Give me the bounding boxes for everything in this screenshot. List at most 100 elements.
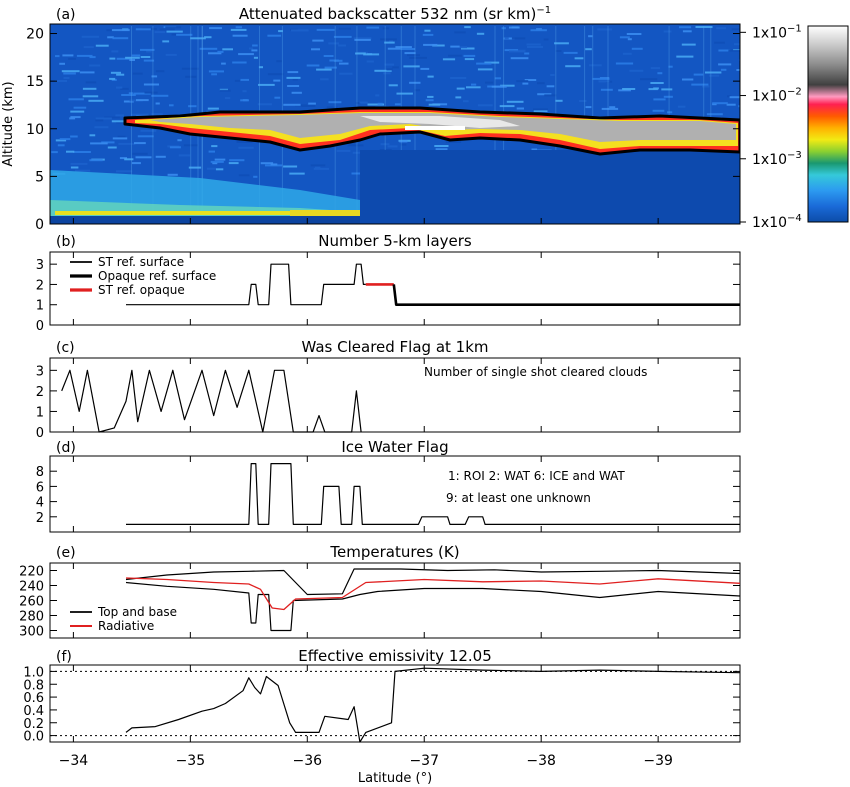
noise-streak xyxy=(712,102,728,105)
noise-streak xyxy=(511,37,526,40)
noise-streak xyxy=(178,154,191,157)
noise-streak xyxy=(738,59,740,61)
noise-streak xyxy=(116,86,123,89)
noise-streak xyxy=(211,145,218,148)
noise-streak xyxy=(422,33,434,36)
colorbar-tick-base: 1x10 xyxy=(752,25,787,41)
noise-streak xyxy=(524,79,537,81)
noise-streak xyxy=(597,28,613,31)
noise-streak xyxy=(235,26,242,29)
series-line xyxy=(392,284,740,307)
noise-streak xyxy=(169,146,181,149)
noise-streak xyxy=(383,72,391,75)
noise-streak xyxy=(260,162,274,165)
noise-streak xyxy=(554,42,569,45)
noise-streak xyxy=(61,70,80,73)
noise-streak xyxy=(366,60,374,63)
panel-frame xyxy=(49,357,741,433)
noise-streak xyxy=(199,47,218,50)
noise-streak xyxy=(221,62,226,65)
noise-streak xyxy=(691,83,709,86)
noise-streak xyxy=(166,30,183,33)
noise-streak xyxy=(484,61,500,64)
noise-streak xyxy=(252,44,258,47)
noise-streak xyxy=(117,135,126,138)
noise-streak xyxy=(120,87,129,90)
noise-streak xyxy=(589,64,602,67)
backscatter-panel: 0 5 10 15 20 Altitude (km) (a) Attenuated ba… xyxy=(1,5,849,233)
noise-streak xyxy=(155,70,165,73)
noise-streak xyxy=(185,75,197,78)
x-tick-label: −36 xyxy=(293,753,323,769)
noise-streak xyxy=(396,92,413,95)
noise-streak xyxy=(501,27,506,30)
noise-streak xyxy=(177,139,182,142)
noise-streak xyxy=(476,32,485,35)
noise-streak xyxy=(500,84,515,87)
noise-streak xyxy=(238,174,250,177)
noise-streak xyxy=(210,160,224,163)
noise-streak xyxy=(128,92,133,95)
noise-streak xyxy=(121,94,136,96)
noise-streak xyxy=(420,67,430,70)
noise-streak xyxy=(506,100,524,103)
noise-streak xyxy=(509,50,525,53)
noise-streak xyxy=(181,67,199,70)
line-panels: (b) Number 5-km layers 0 1 2 3 ST ref. surface… xyxy=(19,232,741,745)
noise-streak xyxy=(394,103,401,106)
series-line xyxy=(61,369,362,433)
y-tick-label: 2 xyxy=(36,511,44,526)
y-tick-label: 0 xyxy=(36,426,44,441)
noise-streak xyxy=(143,83,159,86)
noise-streak xyxy=(112,37,129,40)
noise-streak xyxy=(706,113,723,116)
noise-streak xyxy=(600,88,613,91)
noise-streak xyxy=(116,73,125,76)
noise-streak xyxy=(466,86,481,89)
noise-streak xyxy=(176,33,193,36)
noise-streak xyxy=(89,56,96,59)
noise-streak xyxy=(68,57,76,60)
noise-streak xyxy=(129,59,135,61)
noise-streak xyxy=(585,106,592,109)
noise-streak xyxy=(267,73,284,76)
series-line xyxy=(125,667,741,743)
noise-streak xyxy=(258,66,263,69)
noise-streak xyxy=(89,64,101,67)
x-tick-label: −39 xyxy=(643,753,673,769)
noise-streak xyxy=(70,135,78,138)
noise-streak xyxy=(131,113,149,116)
noise-streak xyxy=(380,143,390,146)
noise-streak xyxy=(354,38,371,41)
noise-streak xyxy=(333,35,352,38)
noise-streak xyxy=(85,81,97,84)
colorbar-tick-exponent: −2 xyxy=(787,87,802,98)
noise-streak xyxy=(428,103,441,106)
noise-streak xyxy=(287,85,300,87)
series-line xyxy=(126,263,366,306)
panel-title: Ice Water Flag xyxy=(341,438,448,456)
y-tick-label: 6 xyxy=(36,480,44,495)
noise-streak xyxy=(677,105,686,108)
noise-streak xyxy=(409,81,421,84)
noise-streak xyxy=(339,62,349,65)
noise-streak xyxy=(70,110,85,113)
y-tick-label: 0.0 xyxy=(23,730,44,745)
noise-streak xyxy=(339,72,353,75)
noise-streak xyxy=(461,47,475,50)
noise-streak xyxy=(238,53,254,56)
noise-streak xyxy=(151,75,158,78)
noise-streak xyxy=(222,48,233,51)
series-line xyxy=(126,463,740,526)
noise-streak xyxy=(736,69,740,71)
noise-streak xyxy=(89,134,96,137)
noise-streak xyxy=(291,91,302,94)
noise-streak xyxy=(165,26,182,29)
noise-streak xyxy=(115,114,124,117)
noise-streak xyxy=(530,29,547,32)
noise-streak xyxy=(240,99,249,102)
noise-streak xyxy=(527,46,543,48)
